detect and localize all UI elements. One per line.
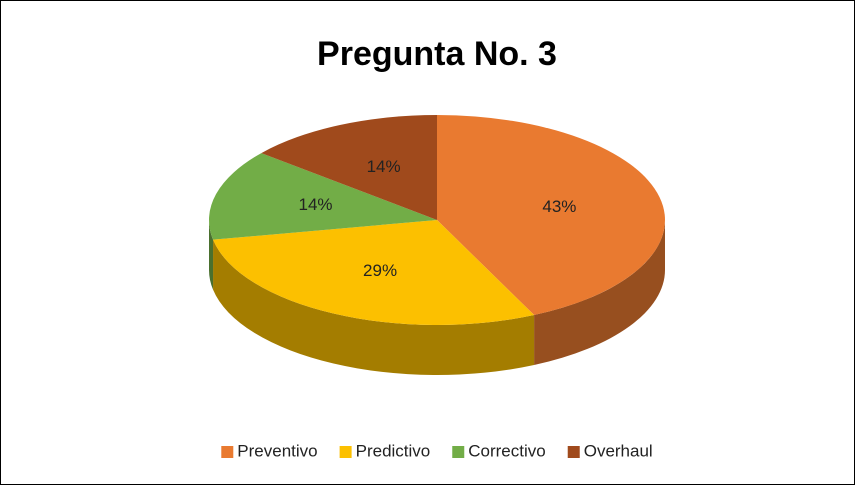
slice-side — [534, 220, 665, 366]
data-label: 14% — [299, 195, 333, 214]
legend-swatch — [452, 446, 465, 458]
legend-swatch — [339, 446, 352, 458]
slice-side — [213, 239, 535, 375]
data-label: 14% — [367, 157, 401, 176]
legend-swatch — [567, 446, 580, 458]
legend-label: Correctivo — [468, 441, 545, 460]
slice — [208, 153, 437, 240]
chart-title: Pregunta No. 3 — [317, 35, 557, 73]
legend-label: Predictivo — [356, 441, 431, 460]
data-label: 29% — [363, 261, 397, 280]
slice — [213, 220, 535, 325]
slice-side — [209, 220, 214, 290]
data-label: 43% — [542, 197, 576, 216]
legend-swatch — [221, 446, 234, 458]
slice — [261, 115, 437, 220]
slice — [437, 115, 666, 316]
legend-label: Preventivo — [237, 441, 317, 460]
legend-label: Overhaul — [584, 441, 653, 460]
